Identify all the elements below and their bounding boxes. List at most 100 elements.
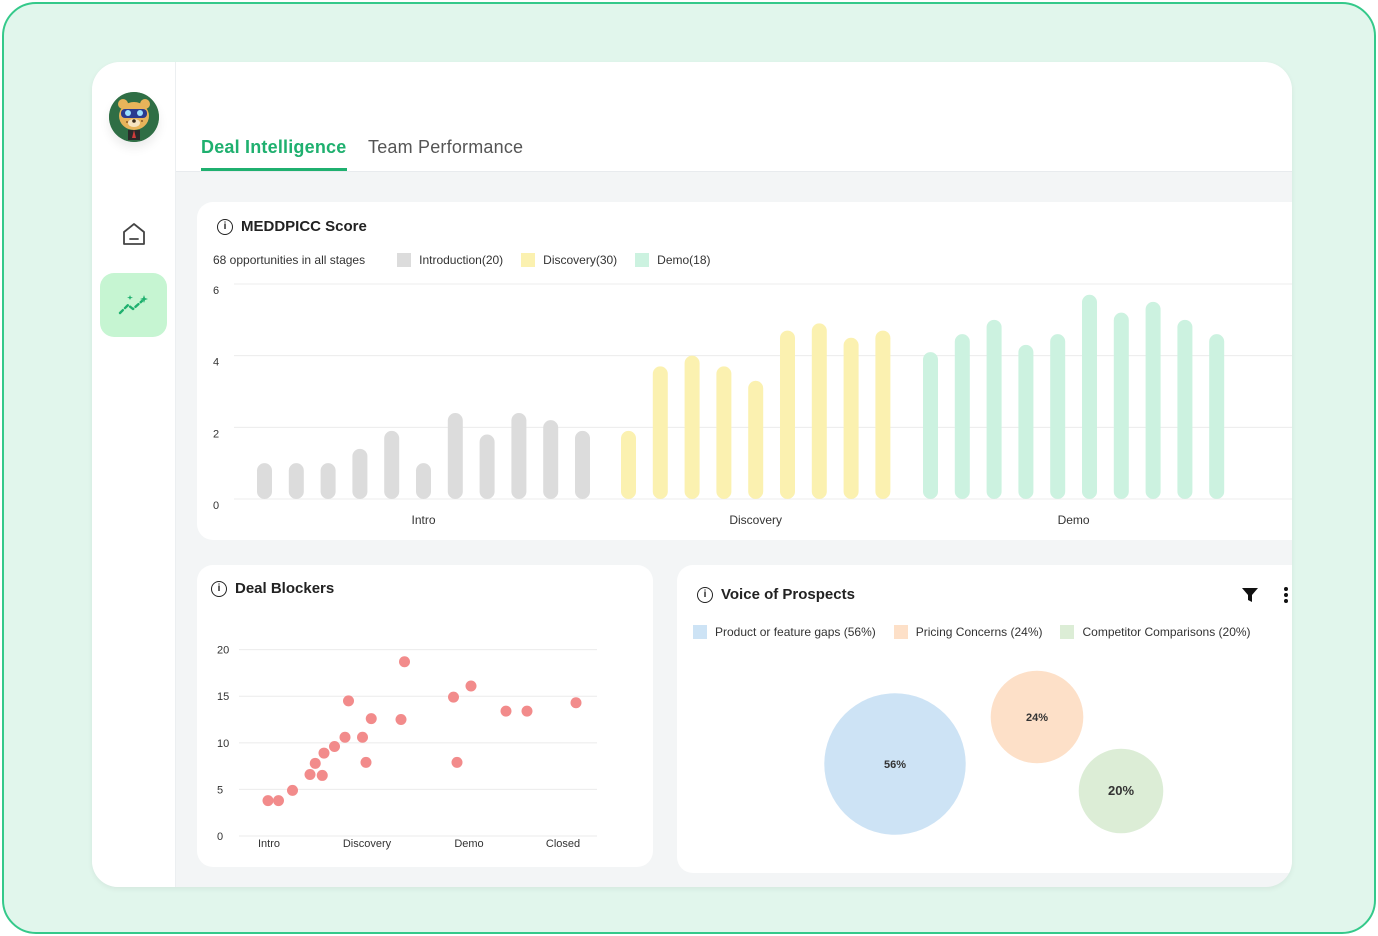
info-icon[interactable]: i [211, 580, 227, 597]
y-tick-label: 2 [213, 428, 219, 440]
bar [780, 330, 795, 499]
y-tick-label: 0 [217, 831, 223, 843]
data-point [521, 705, 533, 717]
legend-feature-gaps[interactable]: Product or feature gaps (56%) [693, 625, 876, 639]
data-point [287, 784, 298, 796]
bar [875, 330, 891, 499]
bubble-label: 20% [1108, 783, 1134, 798]
legend-pricing-concerns[interactable]: Pricing Concerns (24%) [893, 625, 1042, 639]
x-category-label: Demo [1058, 513, 1090, 527]
sparkle-trend-icon [118, 295, 148, 315]
app-window: Deal Intelligence Team Performance i MED… [92, 62, 1292, 887]
bar [1113, 312, 1129, 499]
voice-title: Voice of Prospects [721, 586, 855, 603]
bar [843, 337, 859, 499]
filter-icon[interactable] [1241, 586, 1259, 604]
data-point [570, 697, 582, 709]
bar [384, 430, 400, 499]
data-point [451, 756, 463, 768]
bubble [824, 693, 966, 835]
top-bar: Deal Intelligence Team Performance [176, 62, 1292, 172]
x-category-label: Intro [258, 838, 280, 850]
data-point [329, 741, 340, 753]
sidebar [92, 62, 176, 887]
bar [684, 355, 700, 499]
leopard-avatar-icon[interactable] [109, 92, 159, 142]
legend-label: Discovery(30) [543, 253, 618, 267]
info-icon[interactable]: i [697, 586, 713, 603]
bubble [1078, 748, 1164, 834]
bar [652, 366, 668, 499]
active-tab-indicator [201, 168, 347, 171]
y-tick-label: 10 [217, 738, 229, 750]
bar [1082, 294, 1097, 499]
legend-swatch-demo [635, 253, 650, 267]
data-point [339, 731, 351, 743]
bar [352, 448, 368, 499]
bar [621, 430, 636, 499]
home-icon[interactable] [114, 214, 154, 254]
data-point [273, 795, 284, 807]
legend-swatch-pricing [893, 625, 908, 639]
tab-deal-intelligence[interactable]: Deal Intelligence [201, 137, 347, 157]
legend-swatch-intro [397, 253, 412, 267]
data-point [343, 695, 354, 707]
bar [1050, 334, 1066, 499]
bar [543, 420, 559, 499]
insights-nav-button[interactable] [100, 273, 167, 337]
voice-header: i Voice of Prospects [697, 586, 855, 603]
y-tick-label: 6 [213, 285, 219, 297]
data-point [448, 691, 459, 703]
deal-blockers-title: Deal Blockers [235, 580, 335, 597]
data-point [318, 747, 330, 759]
data-point [262, 795, 274, 807]
bar [1145, 301, 1161, 499]
legend-introduction[interactable]: Introduction(20) [397, 253, 503, 267]
bar [986, 319, 1002, 499]
x-category-label: Closed [546, 838, 580, 850]
meddpicc-title: MEDDPICC Score [241, 218, 367, 235]
bar [511, 413, 527, 499]
legend-label: Introduction(20) [419, 253, 504, 267]
y-tick-label: 0 [213, 500, 219, 512]
opportunities-summary: 68 opportunities in all stages [213, 253, 366, 267]
bar [257, 463, 272, 499]
bar [320, 463, 336, 499]
tab-team-performance[interactable]: Team Performance [368, 137, 524, 157]
meddpicc-card: i MEDDPICC Score 68 opportunities in all… [197, 202, 1292, 540]
x-category-label: Demo [454, 838, 483, 850]
bar [811, 323, 827, 499]
info-icon[interactable]: i [217, 218, 233, 235]
kebab-menu-icon[interactable] [1281, 586, 1291, 604]
bubble-label: 24% [1026, 712, 1048, 724]
legend-competitor-comparisons[interactable]: Competitor Comparisons (20%) [1060, 625, 1251, 639]
bar [954, 334, 970, 499]
bar [447, 413, 463, 499]
bar [748, 380, 764, 499]
bubble [990, 670, 1084, 764]
voice-bubble-chart: 56% 24% 20% [824, 670, 1164, 835]
data-point [500, 705, 512, 717]
data-point [395, 714, 407, 726]
legend-swatch-gaps [693, 625, 707, 639]
legend-discovery[interactable]: Discovery(30) [521, 253, 617, 267]
x-category-label: Intro [411, 513, 435, 527]
bar [716, 366, 732, 499]
y-tick-label: 4 [213, 357, 219, 369]
data-point [399, 656, 410, 668]
bar [575, 430, 590, 499]
bar [479, 434, 495, 499]
x-category-label: Discovery [343, 838, 392, 850]
data-point [357, 731, 368, 743]
meddpicc-bar-chart: 0 2 4 6 Intro Discovery Demo [213, 283, 1292, 527]
data-point [360, 756, 372, 768]
y-tick-label: 15 [217, 691, 229, 703]
meddpicc-legend: 68 opportunities in all stages Introduct… [213, 253, 729, 267]
legend-label: Demo(18) [657, 253, 711, 267]
legend-swatch-discovery [521, 253, 536, 267]
x-category-label: Discovery [729, 513, 782, 527]
bar [1018, 344, 1034, 499]
bar [288, 463, 304, 499]
data-point [365, 713, 377, 725]
legend-demo[interactable]: Demo(18) [635, 253, 711, 267]
